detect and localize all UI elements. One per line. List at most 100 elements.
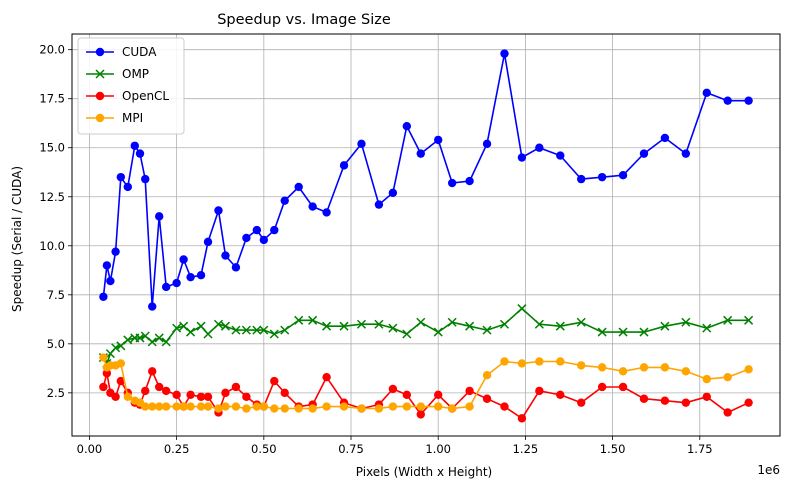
- mpi-point: [280, 404, 289, 413]
- series-layer: [98, 49, 754, 423]
- omp-point-stroke: [308, 315, 318, 325]
- cuda-point: [402, 121, 412, 131]
- mpi-point: [374, 404, 384, 413]
- omp-point-stroke: [356, 319, 367, 329]
- omp-point: [517, 304, 527, 314]
- omp-point: [576, 317, 586, 327]
- cuda-point: [214, 206, 223, 215]
- omp-point: [744, 315, 754, 325]
- cuda-point: [141, 174, 150, 184]
- omp-point-stroke: [555, 321, 565, 331]
- omp-point: [618, 327, 628, 337]
- mpi-point: [702, 374, 711, 384]
- cuda-point: [308, 202, 317, 211]
- mpi-point: [556, 357, 565, 366]
- omp-point-stroke: [252, 325, 262, 335]
- cuda-point: [135, 149, 145, 158]
- series-cuda: [99, 49, 753, 311]
- opencl-point: [500, 402, 509, 411]
- series-mpi: [99, 353, 753, 413]
- omp-point-stroke: [161, 337, 171, 347]
- mpi-point: [186, 402, 195, 411]
- y-axis-label: Speedup (Serial / CUDA): [10, 166, 24, 312]
- omp-point: [294, 315, 304, 325]
- cuda-point: [434, 135, 443, 145]
- mpi-point: [99, 353, 108, 362]
- omp-point: [447, 317, 457, 327]
- omp-point-stroke: [723, 315, 733, 325]
- omp-point: [388, 323, 398, 333]
- omp-point-stroke: [416, 317, 426, 327]
- opencl-point: [102, 369, 112, 378]
- mpi-point: [618, 367, 628, 376]
- omp-point: [172, 323, 182, 333]
- omp-point-stroke: [339, 321, 349, 331]
- mpi-point: [172, 402, 181, 411]
- omp-point: [196, 321, 206, 331]
- x-axis-label: Pixels (Width x Height): [356, 465, 492, 479]
- opencl-point: [556, 390, 565, 400]
- mpi-point: [744, 365, 753, 374]
- opencl-point: [402, 390, 412, 400]
- cuda-point: [280, 196, 289, 205]
- opencl-point: [416, 410, 425, 419]
- omp-point: [402, 329, 412, 339]
- cuda-point: [252, 225, 262, 235]
- cuda-point: [447, 178, 457, 188]
- cuda-point: [556, 151, 565, 160]
- y-tick-label: 12.5: [39, 190, 65, 204]
- cuda-point: [221, 251, 230, 260]
- y-tick-label: 10.0: [39, 239, 65, 253]
- cuda-point: [577, 174, 586, 184]
- omp-point: [111, 343, 121, 353]
- omp-point: [482, 325, 492, 335]
- opencl-point: [465, 386, 474, 396]
- omp-point: [702, 323, 712, 333]
- plot-frame: [71, 33, 781, 437]
- x-tick-label: 0.25: [164, 442, 190, 456]
- mpi-point: [434, 402, 443, 411]
- opencl-point: [280, 388, 289, 398]
- mpi-point: [252, 402, 262, 411]
- opencl-point: [322, 372, 331, 382]
- opencl-point: [148, 367, 157, 376]
- omp-point-stroke: [660, 321, 670, 331]
- omp-point: [213, 319, 224, 329]
- mpi-point: [681, 367, 691, 376]
- cuda-point: [374, 200, 384, 209]
- omp-point-stroke: [597, 327, 607, 337]
- opencl-point: [116, 376, 126, 386]
- legend-marker-opencl: [95, 91, 105, 101]
- omp-point-stroke: [402, 329, 412, 339]
- omp-point-stroke: [433, 327, 443, 337]
- omp-point-stroke: [111, 343, 121, 353]
- omp-point-stroke: [322, 321, 332, 331]
- cuda-point: [660, 133, 670, 143]
- omp-point-stroke: [482, 325, 492, 335]
- mpi-point: [402, 402, 412, 411]
- mpi-point: [214, 404, 223, 413]
- y-tick-label: 2.5: [47, 386, 65, 400]
- opencl-point: [161, 386, 171, 396]
- omp-point-stroke: [388, 323, 398, 333]
- omp-point-stroke: [203, 329, 213, 339]
- legend-marker-mpi: [95, 113, 105, 123]
- series-omp: [98, 304, 754, 368]
- cuda-point: [148, 302, 157, 311]
- mpi-point: [517, 359, 527, 368]
- opencl-point: [172, 390, 181, 400]
- omp-point-stroke: [280, 325, 290, 335]
- cuda-point: [597, 172, 607, 182]
- opencl-point: [482, 394, 492, 403]
- cuda-point: [294, 182, 303, 192]
- omp-point: [639, 327, 649, 337]
- legend-label-mpi: MPI: [122, 111, 143, 125]
- opencl-point: [660, 396, 670, 405]
- omp-point-stroke: [179, 321, 189, 331]
- omp-point: [252, 325, 262, 335]
- omp-point: [269, 329, 279, 339]
- omp-point-stroke: [499, 319, 510, 329]
- legend-box: [77, 37, 185, 135]
- mpi-point: [597, 363, 607, 372]
- cuda-point: [154, 212, 164, 221]
